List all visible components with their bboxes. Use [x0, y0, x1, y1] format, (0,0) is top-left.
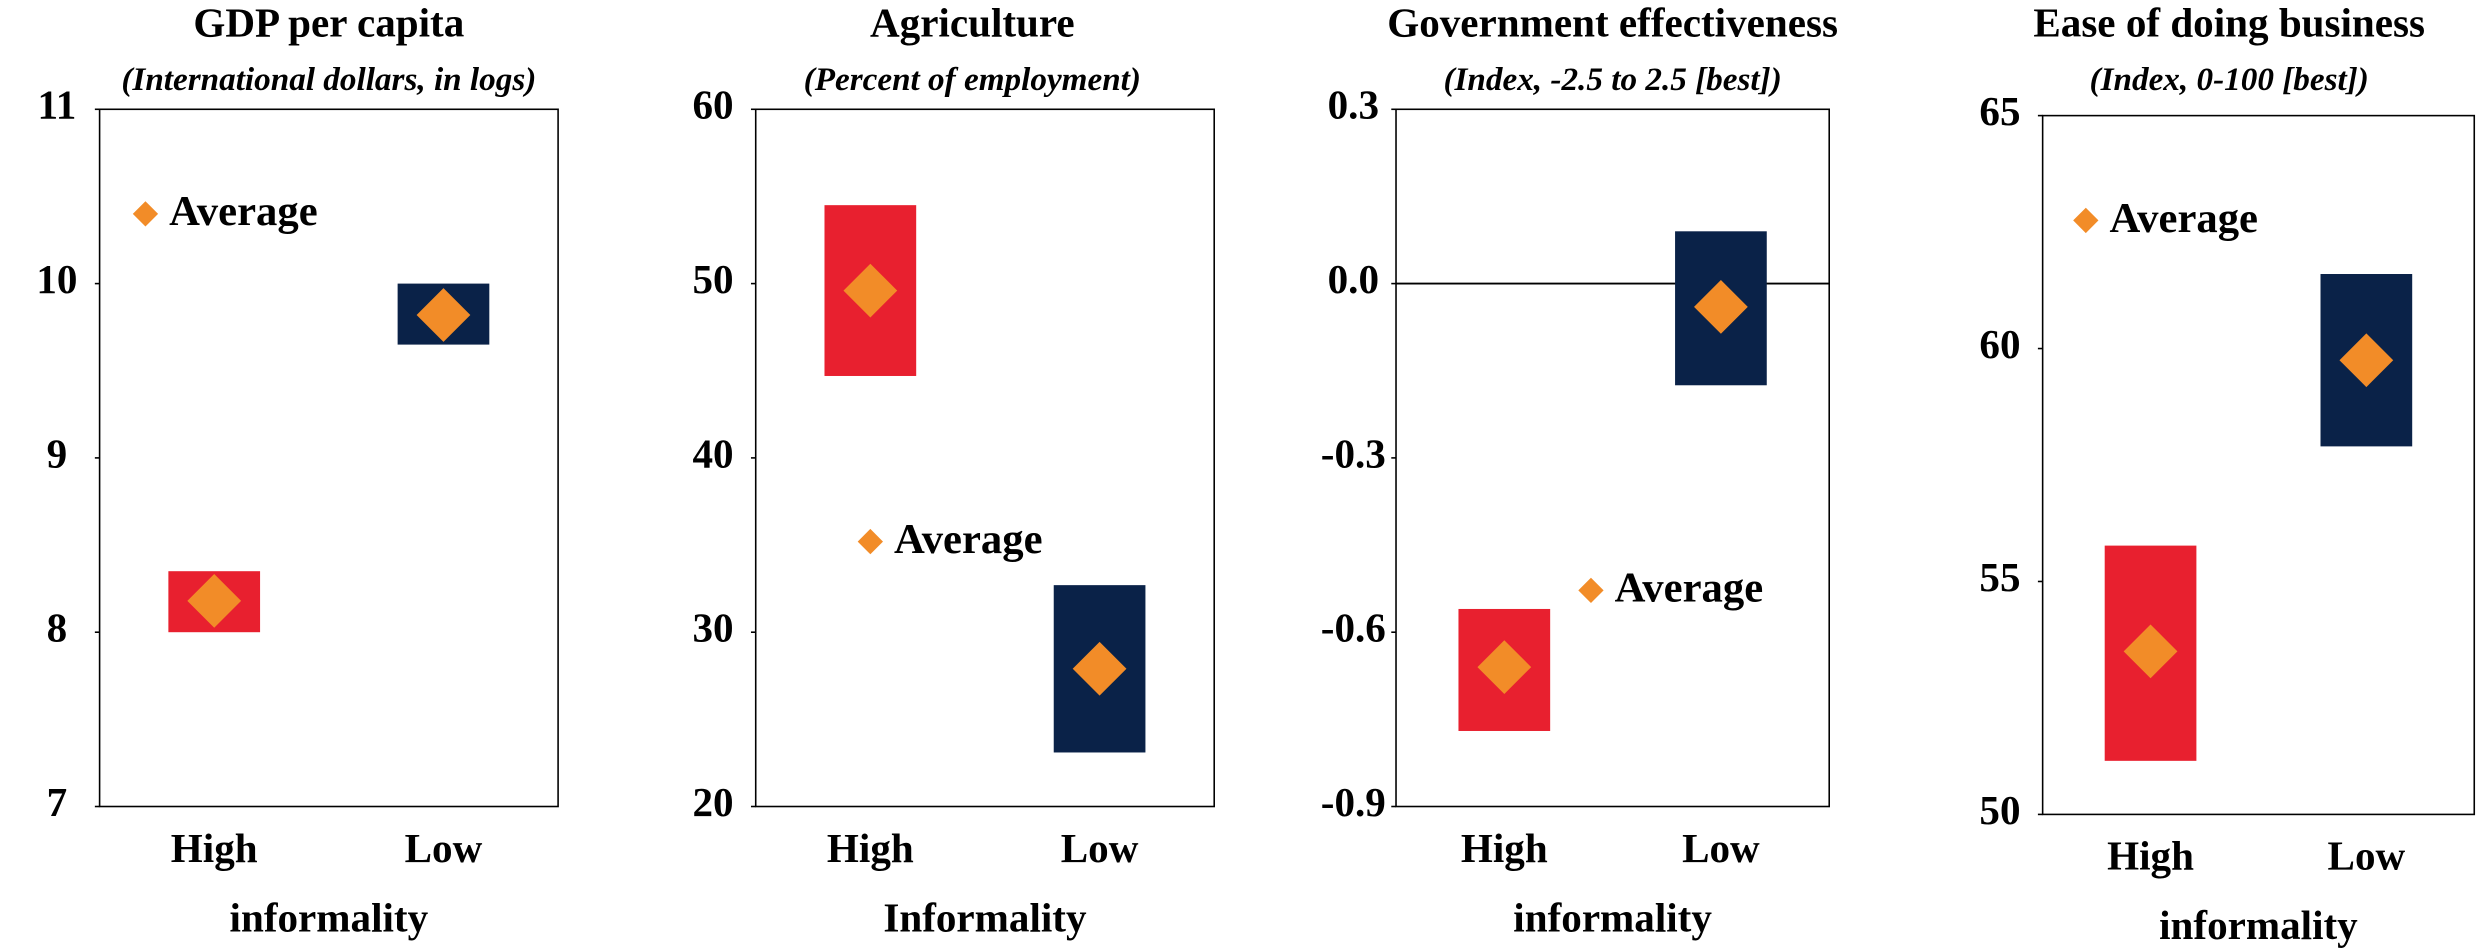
y-tick-label: 50 [1979, 787, 2020, 833]
y-tick-label: 9 [47, 430, 68, 476]
x-axis-label: informality [230, 894, 429, 940]
x-tick-label: Low [405, 825, 483, 871]
average-marker [2339, 333, 2394, 388]
y-tick-label: 60 [692, 82, 733, 128]
legend-marker [132, 201, 159, 227]
y-tick-label: 11 [38, 82, 77, 128]
plot-frame [1395, 108, 1831, 808]
x-tick-label: High [1461, 825, 1548, 871]
y-tick-label: 0.3 [1328, 82, 1379, 128]
legend-marker [1578, 577, 1604, 604]
legend-label: Average [894, 516, 1042, 563]
y-tick-label: 7 [47, 779, 68, 825]
legend-label: Average [1615, 565, 1763, 612]
plot-frame [2041, 114, 2476, 816]
legend-marker [2073, 207, 2099, 234]
chart-subtitle: (Index, 0-100 [best]) [2090, 61, 2369, 98]
x-axis-label: Informality [883, 894, 1087, 940]
y-tick-label: 60 [1979, 321, 2020, 367]
y-tick-label: 40 [692, 430, 733, 476]
average-marker [2123, 624, 2178, 679]
x-axis-label: informality [1513, 894, 1712, 940]
average-marker [187, 573, 242, 628]
y-tick-label: 30 [692, 605, 733, 651]
x-tick-label: High [827, 825, 914, 871]
y-tick-label: 20 [692, 779, 733, 825]
average-marker [843, 263, 898, 318]
x-tick-label: Low [1061, 825, 1139, 871]
y-tick-label: 65 [1979, 88, 2020, 134]
x-tick-label: Low [1682, 825, 1760, 871]
y-tick-label: 0.0 [1328, 256, 1379, 302]
x-axis-label: informality [2159, 902, 2358, 948]
chart-title: Government effectiveness [1387, 0, 1838, 46]
legend-label: Average [2110, 195, 2258, 242]
chart-subtitle: (Index, -2.5 to 2.5 [best]) [1443, 61, 1781, 98]
y-tick-label: 55 [1979, 554, 2020, 600]
y-tick-label: -0.9 [1321, 779, 1386, 825]
average-marker [1477, 640, 1532, 694]
x-tick-label: Low [2328, 833, 2406, 879]
y-tick-label: 10 [36, 256, 77, 302]
chart-subtitle: (International dollars, in logs) [121, 61, 536, 98]
legend-marker [857, 528, 883, 555]
chart-title: Agriculture [870, 0, 1075, 46]
chart-subtitle: (Percent of employment) [804, 61, 1141, 98]
y-tick-label: -0.6 [1321, 605, 1386, 651]
chart-title: GDP per capita [193, 0, 464, 46]
chart-title: Ease of doing business [2033, 0, 2425, 46]
y-tick-label: 8 [47, 605, 68, 651]
y-tick-label: -0.3 [1321, 430, 1386, 476]
x-tick-label: High [171, 825, 258, 871]
legend-label: Average [169, 188, 317, 235]
x-tick-label: High [2107, 833, 2194, 879]
y-tick-label: 50 [692, 256, 733, 302]
average-marker [416, 288, 471, 342]
